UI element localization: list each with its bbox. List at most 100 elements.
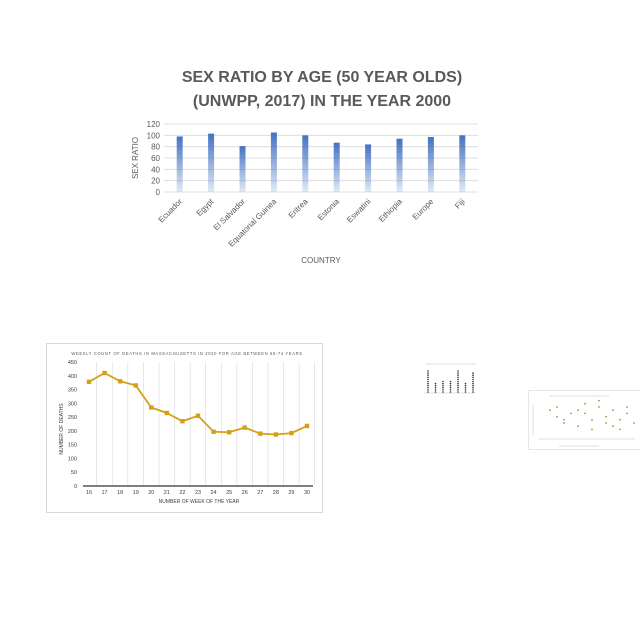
scatter-point bbox=[556, 406, 558, 408]
data-point bbox=[133, 383, 138, 388]
bar bbox=[333, 142, 340, 192]
dot-mark bbox=[427, 376, 429, 379]
dot-mark bbox=[427, 391, 429, 393]
dot-mark bbox=[434, 387, 437, 389]
y-tick-label: 450 bbox=[68, 360, 77, 366]
y-tick-label: 120 bbox=[147, 120, 161, 129]
scatter-point bbox=[605, 422, 607, 424]
bar bbox=[396, 138, 403, 192]
data-point bbox=[226, 430, 232, 435]
data-point bbox=[258, 431, 263, 436]
x-tick-label: Eswatini bbox=[345, 197, 373, 225]
dot-mark bbox=[472, 374, 474, 376]
scatter-point bbox=[584, 412, 586, 415]
x-tick-label: 26 bbox=[242, 490, 248, 496]
scatter-point bbox=[605, 415, 607, 418]
dot-mark bbox=[457, 378, 459, 381]
scatter-point bbox=[563, 422, 565, 424]
dot-mark bbox=[464, 382, 467, 385]
dot-mark bbox=[427, 380, 429, 383]
weekly-deaths-chart: WEEKLY COUNT OF DEATHS IN MASSACHUSETTS … bbox=[46, 343, 323, 513]
chart-title-line1: SEX RATIO BY AGE (50 YEAR OLDS) bbox=[182, 69, 462, 86]
data-point bbox=[102, 370, 107, 376]
dot-mark bbox=[449, 391, 452, 393]
dot-mark bbox=[472, 382, 474, 385]
dot-mark bbox=[442, 384, 444, 387]
dot-mark bbox=[442, 387, 444, 389]
x-tick-label: 28 bbox=[273, 490, 279, 496]
data-point bbox=[273, 432, 279, 437]
x-axis-label: COUNTRY bbox=[301, 256, 341, 265]
dot-mark bbox=[464, 387, 467, 389]
chart-title-line2: (UNWPP, 2017) IN THE YEAR 2000 bbox=[193, 93, 451, 110]
bar bbox=[459, 135, 466, 192]
scatter-point bbox=[598, 406, 600, 408]
scatter-point bbox=[584, 402, 586, 405]
scatter-point bbox=[570, 412, 572, 415]
dot-mark bbox=[434, 389, 437, 391]
dot-mark bbox=[457, 384, 459, 387]
bar bbox=[176, 136, 183, 192]
dot-mark bbox=[457, 372, 459, 374]
scatter-point bbox=[612, 425, 614, 428]
x-tick-label: 19 bbox=[133, 490, 139, 496]
x-tick-label: Europe bbox=[411, 197, 436, 222]
bar bbox=[208, 133, 215, 192]
x-tick-label: 22 bbox=[179, 490, 185, 496]
y-tick-label: 40 bbox=[151, 165, 160, 174]
dot-mark bbox=[427, 382, 429, 385]
scatter-point bbox=[598, 399, 600, 402]
scatter-point bbox=[619, 428, 621, 431]
small-scatter-chart-svg bbox=[532, 395, 635, 447]
y-tick-label: 50 bbox=[71, 470, 77, 476]
dot-mark bbox=[442, 389, 444, 391]
chart-title: WEEKLY COUNT OF DEATHS IN MASSACHUSETTS … bbox=[71, 351, 302, 356]
y-tick-label: 100 bbox=[147, 131, 161, 140]
dot-mark bbox=[442, 391, 444, 393]
dot-mark bbox=[449, 387, 452, 389]
bar bbox=[239, 146, 246, 192]
dot-mark bbox=[449, 384, 452, 387]
x-tick-label: 24 bbox=[211, 490, 217, 496]
dot-mark bbox=[457, 387, 459, 389]
data-point bbox=[289, 430, 294, 436]
dot-mark bbox=[472, 389, 474, 391]
x-tick-label: Egypt bbox=[195, 197, 216, 218]
scatter-point bbox=[626, 406, 628, 408]
x-tick-label: 23 bbox=[195, 490, 201, 496]
small-dot-chart-svg bbox=[424, 363, 476, 394]
y-tick-label: 60 bbox=[151, 154, 160, 163]
dot-mark bbox=[427, 372, 429, 374]
x-tick-label: 29 bbox=[288, 490, 294, 496]
dot-mark bbox=[464, 391, 467, 393]
dot-mark bbox=[457, 382, 459, 385]
scatter-point bbox=[556, 415, 558, 418]
dot-mark bbox=[449, 389, 452, 391]
data-point bbox=[149, 405, 154, 410]
dot-mark bbox=[472, 391, 474, 393]
dot-mark bbox=[427, 374, 429, 376]
y-axis-label: SEX RATIO bbox=[131, 137, 140, 179]
dot-mark bbox=[457, 391, 459, 393]
y-axis-label: NUMBER OF DEATHS bbox=[59, 403, 65, 455]
dot-mark bbox=[427, 389, 429, 391]
scatter-point bbox=[591, 418, 593, 421]
small-dot-chart bbox=[418, 360, 478, 400]
y-tick-label: 100 bbox=[68, 456, 77, 462]
x-tick-label: Eritrea bbox=[287, 197, 310, 220]
x-tick-label: Ethiopia bbox=[377, 197, 404, 224]
data-point bbox=[211, 429, 216, 434]
dot-mark bbox=[472, 378, 474, 381]
bar bbox=[365, 144, 372, 192]
small-scatter-chart bbox=[528, 390, 640, 450]
x-tick-label: 16 bbox=[86, 490, 92, 496]
dot-mark bbox=[457, 374, 459, 376]
x-tick-label: 17 bbox=[102, 490, 108, 496]
y-tick-label: 0 bbox=[156, 188, 161, 197]
scatter-point bbox=[591, 428, 593, 431]
bar bbox=[270, 132, 277, 192]
dot-mark bbox=[472, 380, 474, 383]
scatter-point bbox=[612, 409, 614, 412]
dot-mark bbox=[472, 387, 474, 389]
scatter-point bbox=[549, 409, 551, 412]
